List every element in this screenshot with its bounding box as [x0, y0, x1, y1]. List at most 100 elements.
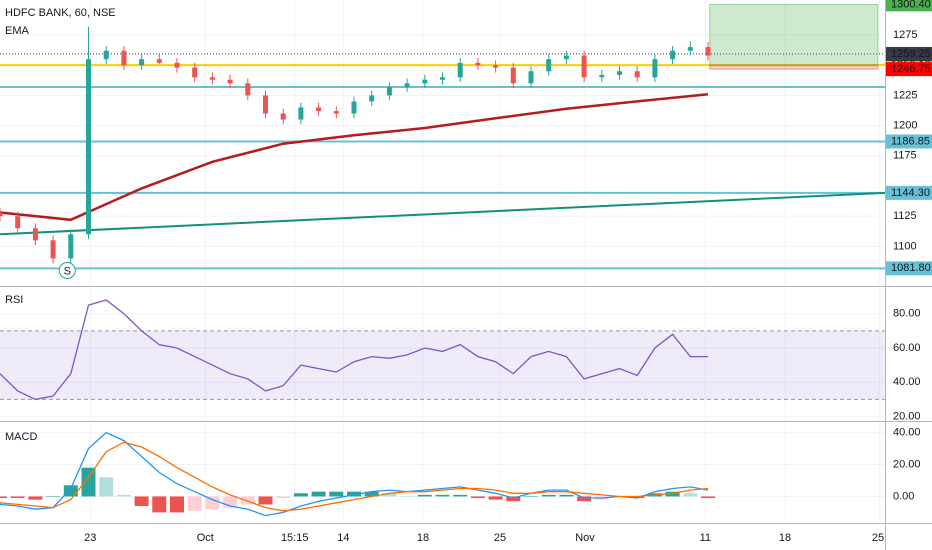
y-tick-label: 1100	[893, 240, 917, 252]
histogram-bar	[453, 494, 468, 497]
histogram-bar	[28, 496, 43, 500]
histogram-bar	[258, 496, 273, 505]
histogram-bar	[701, 496, 715, 499]
macd-pane	[0, 423, 885, 522]
candle-body	[86, 59, 91, 235]
candle-body	[50, 240, 56, 259]
price-badge	[886, 261, 932, 276]
candle-body	[599, 74, 605, 78]
y-tick-label: 1125	[893, 210, 917, 222]
candle-body	[493, 65, 499, 68]
y-tick-label: 0.00	[893, 490, 914, 502]
histogram-bar	[134, 496, 149, 507]
x-tick-label: 18	[417, 532, 429, 544]
candle-body	[634, 71, 640, 78]
histogram-bar	[63, 485, 78, 497]
candle-body	[263, 95, 268, 114]
histogram-bar	[417, 494, 432, 497]
indicator-line	[0, 299, 708, 401]
histogram-bar	[382, 493, 397, 497]
histogram-bar	[99, 477, 114, 497]
y-tick-label: 1200	[893, 119, 917, 131]
histogram-bar	[116, 494, 131, 497]
histogram-bar	[524, 496, 538, 497]
candle-body	[475, 62, 481, 66]
histogram-bar	[276, 496, 291, 499]
x-tick-label: 25	[872, 532, 884, 544]
histogram-bar	[293, 493, 308, 497]
candle-body	[528, 71, 534, 84]
chart-title: HDFC BANK, 60, NSE	[5, 7, 116, 19]
price-badge-label: 1259.25	[891, 48, 931, 60]
histogram-bar	[205, 496, 220, 510]
candle-body	[457, 62, 463, 78]
y-tick-label: 1275	[893, 29, 917, 41]
candle-body	[0, 212, 3, 217]
candle-body	[510, 67, 516, 84]
histogram-bar	[559, 494, 574, 497]
indicator-line	[0, 441, 709, 512]
price-badge-label: 1300.40	[891, 0, 931, 10]
histogram-bar	[577, 496, 592, 502]
y-tick-label: 60.00	[893, 342, 921, 354]
rsi-band	[0, 330, 885, 400]
candle-body	[103, 50, 109, 60]
candle-body	[563, 55, 569, 60]
trendline	[0, 191, 885, 236]
histogram-bar	[400, 496, 415, 497]
candle-body	[298, 107, 304, 120]
histogram-bar	[187, 496, 202, 511]
histogram-bar	[240, 496, 255, 505]
candle-body	[227, 79, 233, 84]
candle-body	[404, 83, 410, 87]
candle-body	[386, 86, 392, 96]
candle-body	[546, 59, 552, 72]
y-tick-label: 40.00	[893, 426, 921, 438]
histogram-bar	[46, 496, 61, 497]
ema-line	[0, 92, 709, 222]
histogram-bar	[152, 496, 167, 513]
rsi-pane	[0, 288, 885, 420]
histogram-bar	[506, 496, 521, 502]
x-tick-label: 14	[337, 532, 349, 544]
candle-body	[617, 71, 622, 75]
candle-body	[174, 62, 180, 68]
x-tick-label: 15:15	[281, 532, 309, 544]
stop-zone	[709, 64, 879, 70]
candle-body	[440, 77, 445, 80]
y-tick-label: 20.00	[893, 410, 921, 422]
candle-body	[351, 101, 357, 114]
candle-body	[316, 107, 322, 112]
histogram-bar	[0, 496, 7, 499]
histogram-bar	[630, 496, 645, 499]
price-badge	[886, 134, 932, 149]
x-tick-label: Oct	[197, 532, 214, 544]
candle-body	[15, 216, 21, 229]
candle-body	[192, 67, 198, 78]
y-tick-label: 20.00	[893, 458, 921, 470]
candle-body	[68, 234, 74, 259]
price-badge	[886, 0, 932, 12]
candle-body	[652, 59, 658, 78]
candle-body	[32, 228, 38, 241]
candle-body	[139, 59, 145, 66]
x-tick-label: 23	[84, 532, 96, 544]
signal-label: S	[64, 265, 71, 277]
histogram-bar	[329, 491, 344, 497]
histogram-bar	[364, 491, 379, 497]
histogram-bar	[347, 491, 361, 497]
candle-body	[209, 77, 215, 80]
candle-body	[280, 113, 286, 120]
indicator-line	[0, 431, 709, 517]
x-tick-label: 11	[700, 532, 711, 544]
candle-body	[333, 111, 339, 114]
candle-body	[369, 95, 375, 102]
target-zone	[709, 3, 879, 66]
y-tick-label: 40.00	[893, 376, 921, 388]
price-badge	[886, 47, 932, 62]
histogram-bar	[435, 494, 450, 497]
price-badge-label: 1081.80	[891, 262, 931, 274]
candle-body	[670, 50, 676, 60]
